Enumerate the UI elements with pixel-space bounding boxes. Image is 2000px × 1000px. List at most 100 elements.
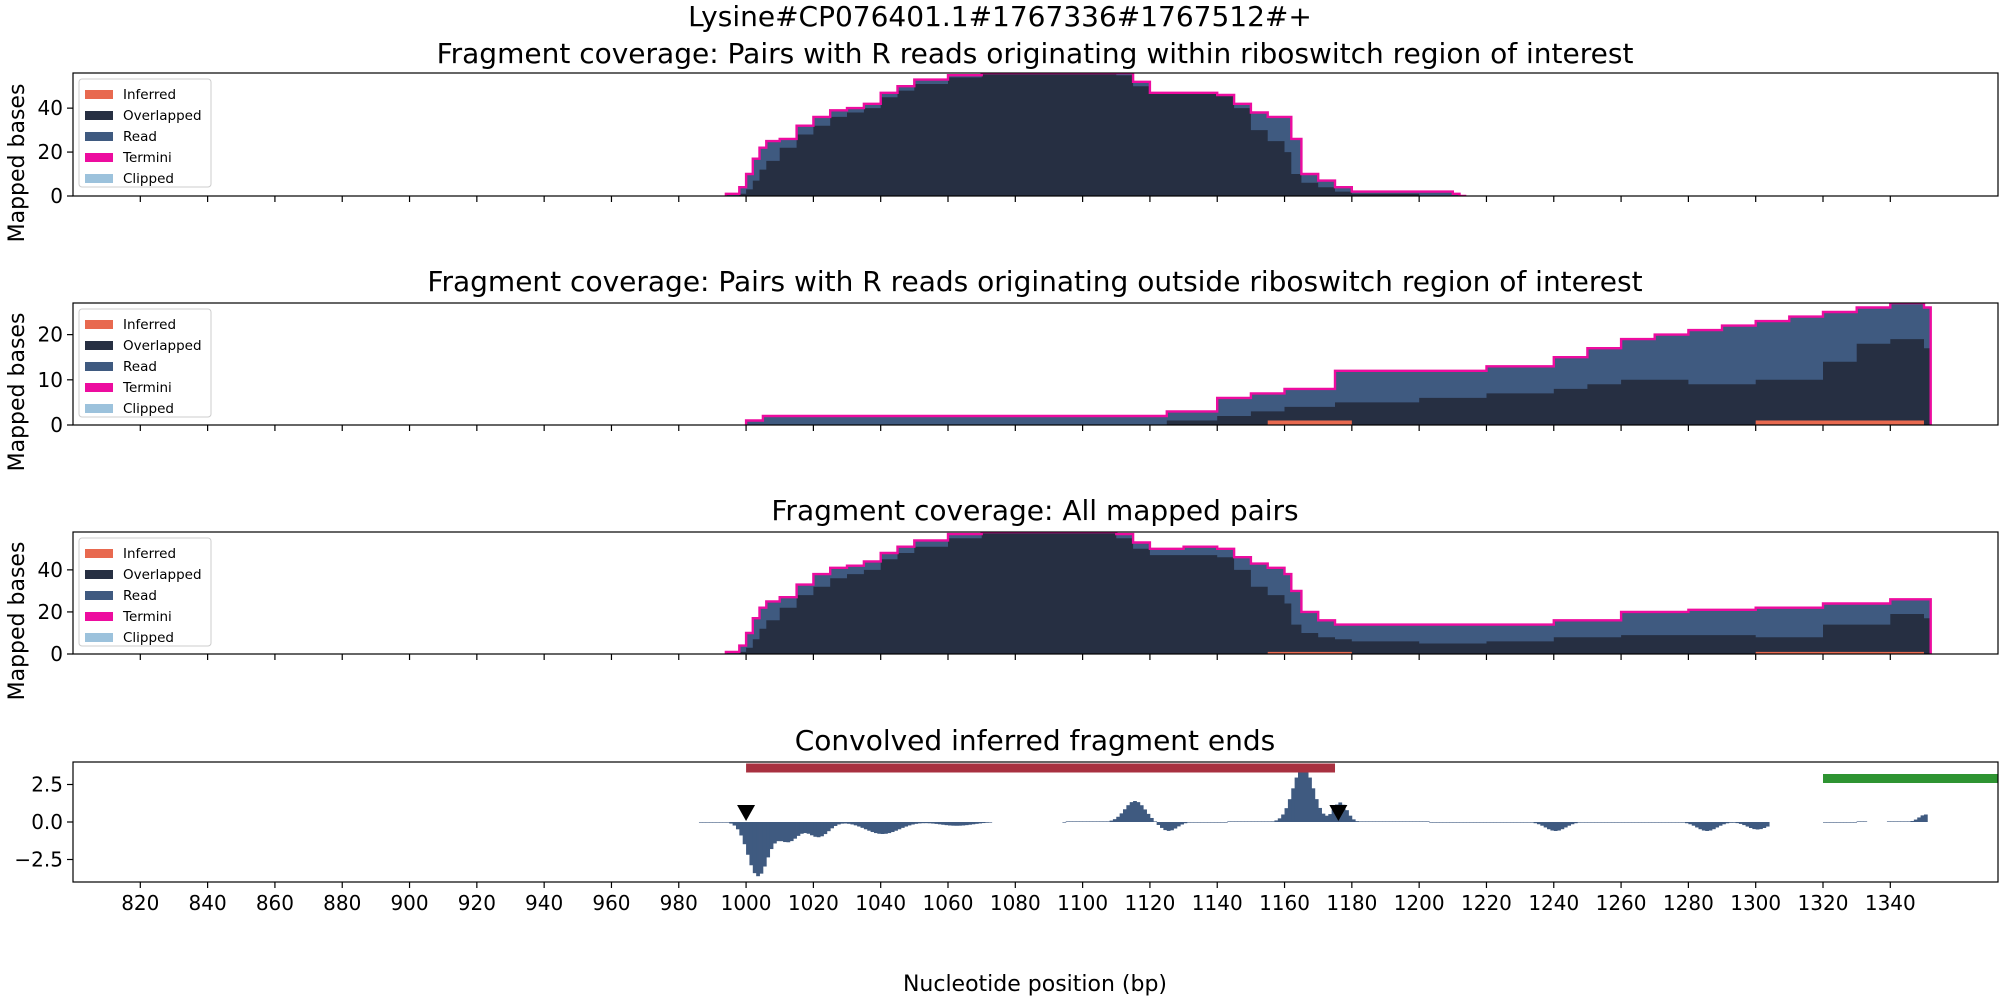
convolved-bar xyxy=(1698,822,1703,830)
convolved-bar xyxy=(961,822,966,826)
convolved-bar xyxy=(1294,777,1299,822)
convolved-bar xyxy=(1557,822,1561,831)
termini-line xyxy=(724,73,1467,196)
convolved-bar xyxy=(974,822,979,824)
convolved-bar xyxy=(944,822,949,826)
plot-area: 0 10 20 Inferred Overlapped Read Termini Clippe… xyxy=(38,302,1999,437)
legend-swatch-termini xyxy=(85,153,113,162)
convolved-bar xyxy=(1062,822,1067,823)
convolved-bar xyxy=(1860,821,1864,822)
convolved-bar xyxy=(887,822,892,834)
convolved-bar xyxy=(1358,821,1363,822)
convolved-bar xyxy=(1907,821,1911,822)
legend-label-read: Read xyxy=(123,588,157,604)
convolved-bar xyxy=(897,822,902,830)
convolved-bar xyxy=(1856,821,1861,822)
convolved-bar xyxy=(1923,814,1928,822)
convolved-bar xyxy=(1136,802,1141,822)
convolved-bar xyxy=(793,822,797,839)
legend-swatch-clipped xyxy=(85,633,113,642)
convolved-bar xyxy=(1671,822,1676,823)
x-tick-label: 1240 xyxy=(1528,891,1579,915)
convolved-bar xyxy=(1220,822,1225,823)
convolved-bar xyxy=(1725,822,1730,824)
y-tick-label: 20 xyxy=(38,323,63,347)
convolved-bar xyxy=(1708,822,1713,831)
convolved-bar xyxy=(1691,822,1696,826)
convolved-bar xyxy=(1234,821,1238,822)
convolved-bar xyxy=(1621,822,1625,823)
inferred-segment xyxy=(1755,420,1924,425)
panel-outside-riboswitch: Fragment coverage: Pairs with R reads or… xyxy=(5,265,1999,471)
convolved-bar xyxy=(1271,821,1275,822)
x-tick-label: 1060 xyxy=(923,891,974,915)
legend-swatch-inferred xyxy=(85,549,113,558)
convolved-bar xyxy=(1479,822,1484,823)
convolved-bar xyxy=(1617,822,1622,823)
convolved-bar xyxy=(1678,822,1683,823)
convolved-bar xyxy=(860,822,865,828)
convolved-bar xyxy=(732,822,737,826)
y-axis-label: Mapped bases xyxy=(5,542,30,701)
convolved-bar xyxy=(746,822,750,855)
convolved-bar xyxy=(1193,822,1198,823)
convolved-bar xyxy=(1735,822,1740,824)
convolved-bar xyxy=(1910,820,1915,822)
convolved-bar xyxy=(1264,821,1269,822)
convolved-bar xyxy=(1718,822,1723,826)
convolved-bar xyxy=(954,822,959,826)
convolved-bar xyxy=(1584,822,1588,823)
convolved-bar xyxy=(776,822,781,842)
y-tick-label: −2.5 xyxy=(14,848,63,872)
convolved-bar xyxy=(1607,822,1612,823)
inferred-segment xyxy=(1267,420,1352,425)
convolved-bar xyxy=(1439,822,1444,823)
convolved-bar xyxy=(1075,821,1080,822)
x-tick-label: 1160 xyxy=(1259,891,1310,915)
convolved-bar xyxy=(1826,822,1831,823)
convolved-bar xyxy=(1395,821,1400,822)
legend-swatch-overlapped xyxy=(85,111,113,120)
convolved-bar xyxy=(1654,822,1659,823)
convolved-bar xyxy=(826,822,831,832)
convolved-bar xyxy=(1106,821,1110,822)
convolved-bar xyxy=(1304,769,1309,822)
convolved-bar xyxy=(857,822,861,827)
convolved-bar xyxy=(1688,822,1693,825)
x-tick-label: 1180 xyxy=(1326,891,1377,915)
convolved-bar xyxy=(1129,802,1134,822)
convolved-bar xyxy=(1250,821,1255,822)
convolved-bar xyxy=(1197,822,1201,823)
convolved-bar xyxy=(1762,822,1767,829)
convolved-bar xyxy=(1247,821,1252,822)
legend-swatch-read xyxy=(85,362,113,371)
convolved-bar xyxy=(1126,805,1131,822)
convolved-bar xyxy=(1641,822,1646,823)
convolved-bar xyxy=(1409,821,1413,822)
convolved-bar xyxy=(799,822,804,834)
convolved-bar xyxy=(904,822,909,827)
legend-label-overlapped: Overlapped xyxy=(123,108,202,124)
convolved-bar xyxy=(1328,814,1333,822)
convolved-bar xyxy=(1829,822,1834,823)
series-layer xyxy=(698,763,1998,877)
convolved-bar xyxy=(705,822,710,823)
overlapped-area xyxy=(725,532,1931,654)
convolved-bars xyxy=(698,766,1928,877)
legend-label-clipped: Clipped xyxy=(123,630,174,646)
convolved-bar xyxy=(1526,822,1531,823)
convolved-bar xyxy=(1123,809,1127,822)
convolved-bar xyxy=(1166,822,1171,831)
convolved-bar xyxy=(1634,822,1639,823)
convolved-bar xyxy=(1341,804,1346,822)
convolved-bar xyxy=(1560,822,1565,830)
convolved-bar xyxy=(1099,821,1104,822)
convolved-bar xyxy=(1082,821,1087,822)
convolved-bar xyxy=(1149,817,1154,822)
convolved-bar xyxy=(1843,822,1847,823)
convolved-bar xyxy=(1311,788,1316,822)
panel-title: Convolved inferred fragment ends xyxy=(795,724,1276,757)
convolved-bar xyxy=(850,822,855,825)
convolved-bar xyxy=(1738,822,1743,824)
